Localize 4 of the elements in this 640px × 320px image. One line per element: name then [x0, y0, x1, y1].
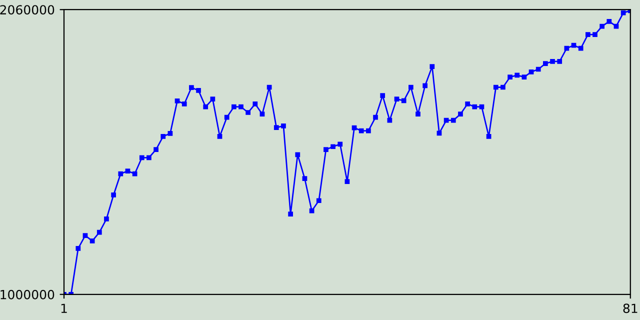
y-tick-label: 1000000: [0, 290, 54, 300]
x-tick-label: 81: [623, 304, 638, 314]
x-tick-label: 1: [61, 304, 67, 313]
y-tick-label: 2060000: [0, 5, 54, 15]
